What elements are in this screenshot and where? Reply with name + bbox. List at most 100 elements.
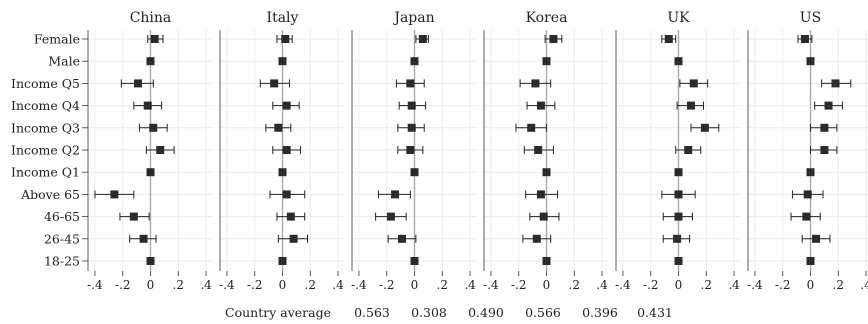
data-point <box>684 146 693 154</box>
x-tick-label: -.2 <box>115 278 131 292</box>
data-point <box>803 190 812 199</box>
panel-title: Italy <box>267 10 299 26</box>
panel-title: Japan <box>392 10 434 26</box>
x-tick-label: -.4 <box>87 278 103 292</box>
data-point <box>800 35 809 43</box>
data-point <box>700 123 709 132</box>
panel-title: Korea <box>526 10 568 26</box>
data-point <box>282 146 291 154</box>
data-point <box>391 190 400 199</box>
x-tick-label: -.4 <box>483 278 499 292</box>
x-tick-label: -.2 <box>247 278 263 292</box>
data-point <box>143 101 152 110</box>
data-point <box>536 101 545 110</box>
data-point <box>270 79 279 88</box>
country-average-value: 0.308 <box>411 305 447 320</box>
data-point <box>407 101 416 110</box>
data-point <box>820 123 829 132</box>
data-point <box>689 79 698 88</box>
data-point <box>149 123 158 132</box>
data-point <box>812 234 821 243</box>
data-point <box>286 212 295 221</box>
data-point <box>542 168 551 177</box>
data-point <box>802 212 811 221</box>
data-point <box>146 168 155 177</box>
data-point <box>146 57 155 66</box>
country-average-value: 0.566 <box>525 305 561 320</box>
data-point <box>278 257 287 265</box>
category-label: Above 65 <box>20 187 80 202</box>
data-point <box>806 168 815 177</box>
x-tick-label: .4 <box>332 278 344 292</box>
data-point <box>386 212 395 221</box>
data-point <box>282 190 291 199</box>
x-tick-label: .2 <box>569 278 580 292</box>
data-point <box>282 101 291 110</box>
x-tick-label: .4 <box>464 278 476 292</box>
data-point <box>806 257 815 265</box>
category-label: Income Q5 <box>11 76 80 91</box>
x-tick-label: -.2 <box>643 278 659 292</box>
category-label: Income Q4 <box>11 98 80 113</box>
data-point <box>539 212 548 221</box>
data-point <box>410 257 419 265</box>
data-point <box>674 168 683 177</box>
data-point <box>549 35 558 43</box>
data-point <box>674 257 683 265</box>
x-tick-label: 0 <box>675 278 683 292</box>
x-tick-label: .2 <box>437 278 448 292</box>
panel-title: US <box>800 10 821 26</box>
x-tick-label: -.2 <box>379 278 395 292</box>
data-point <box>674 190 683 199</box>
data-point <box>110 190 119 199</box>
x-tick-label: .4 <box>860 278 868 292</box>
data-point <box>418 35 427 43</box>
data-point <box>674 212 683 221</box>
data-point <box>134 79 142 88</box>
country-average-value: 0.563 <box>354 305 390 320</box>
category-label: 18-25 <box>44 254 80 269</box>
x-tick-label: -.4 <box>219 278 235 292</box>
panel-title: UK <box>667 10 690 26</box>
data-point <box>532 234 541 243</box>
data-point <box>664 35 673 43</box>
data-point <box>824 101 833 110</box>
data-point <box>278 168 287 177</box>
data-point <box>289 234 298 243</box>
country-average-label: Country average <box>225 305 331 320</box>
x-tick-label: 0 <box>543 278 551 292</box>
category-label: 46-65 <box>44 209 80 224</box>
data-point <box>139 234 148 243</box>
data-point <box>150 35 159 43</box>
x-tick-label: .2 <box>305 278 316 292</box>
data-point <box>831 79 840 88</box>
x-tick-label: .2 <box>701 278 712 292</box>
data-point <box>534 146 543 154</box>
data-point <box>542 57 551 66</box>
country-average-value: 0.490 <box>468 305 504 320</box>
category-label: Female <box>34 32 80 47</box>
x-tick-label: .4 <box>200 278 212 292</box>
data-point <box>527 123 536 132</box>
x-tick-label: .4 <box>596 278 608 292</box>
data-point <box>806 57 815 66</box>
data-point <box>281 35 290 43</box>
data-point <box>407 123 416 132</box>
x-tick-label: 0 <box>147 278 155 292</box>
data-point <box>542 257 551 265</box>
x-tick-label: .2 <box>173 278 184 292</box>
country-average-value: 0.396 <box>582 305 618 320</box>
data-point <box>129 212 138 221</box>
x-tick-label: -.2 <box>775 278 791 292</box>
x-tick-label: 0 <box>411 278 419 292</box>
x-tick-label: -.4 <box>615 278 631 292</box>
country-average-value: 0.431 <box>637 305 673 320</box>
data-point <box>406 79 415 88</box>
data-point <box>156 146 165 154</box>
data-point <box>410 57 419 66</box>
data-point <box>531 79 540 88</box>
data-point <box>398 234 406 243</box>
category-label: Male <box>48 54 80 69</box>
x-tick-label: .2 <box>833 278 844 292</box>
